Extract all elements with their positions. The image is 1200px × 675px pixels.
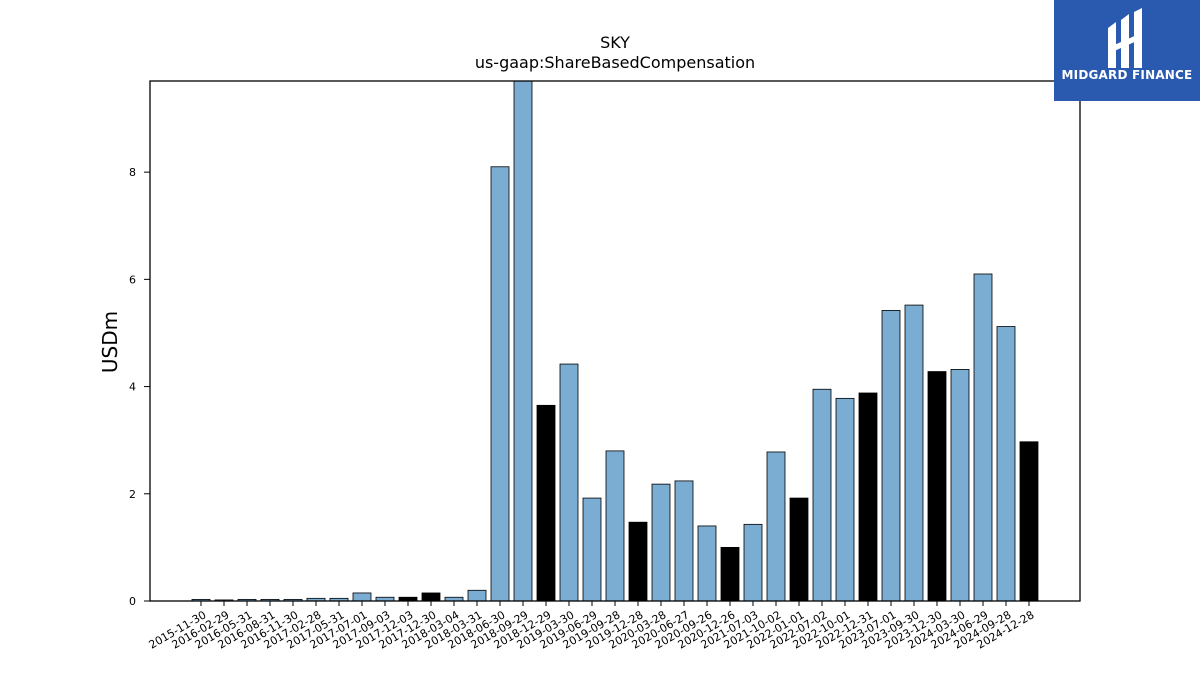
bar-2022-07-02 [812,388,832,602]
bar-2023-12-30 [927,371,947,602]
bar-2022-10-01 [835,397,855,602]
bar-2022-12-31 [858,392,878,602]
y-tick-label: 2 [129,488,136,501]
bar-2020-03-28 [651,483,671,602]
y-tick-label: 8 [129,166,136,179]
bar-2024-06-29 [973,273,993,602]
bar-2021-07-03 [743,523,763,602]
bar-2018-06-30 [490,166,510,602]
logo-text: MIDGARD FINANCE [1061,68,1193,82]
bar-2022-01-01 [789,497,809,602]
bar-2019-09-28 [605,450,625,602]
y-tick-label: 0 [129,595,136,608]
chart-title: SKY [600,33,630,52]
chart-subtitle: us-gaap:ShareBasedCompensation [475,53,755,72]
bar-2018-12-29 [536,404,556,602]
bar-2017-07-01 [352,592,372,602]
y-tick-label: 4 [129,381,136,394]
bar-2024-03-30 [950,369,970,602]
bar-2017-12-30 [421,592,441,602]
bar-2024-12-28 [1019,441,1039,602]
bar-2020-09-26 [697,525,717,602]
bars-group [191,80,1039,602]
y-axis-ticks: 0 2 4 6 8 [129,166,150,608]
y-axis-label: USDm [98,311,122,373]
bar-2023-09-30 [904,304,924,602]
brand-logo: MIDGARD FINANCE [1054,0,1200,101]
y-tick-label: 6 [129,273,136,286]
bar-2018-09-29 [513,80,533,602]
bar-2020-06-27 [674,480,694,602]
bar-2021-10-02 [766,451,786,602]
bar-2019-03-30 [559,363,579,602]
plot-frame [149,80,1081,602]
bar-2020-12-26 [720,546,740,602]
bar-2023-07-01 [881,310,901,602]
x-axis-ticks: 2015-11-302016-02-292016-05-312016-08-31… [147,601,1037,652]
bar-2018-03-31 [467,589,487,602]
bar-2024-09-28 [996,326,1016,602]
bar-2019-12-28 [628,521,648,602]
midgard-logo-icon [1108,8,1142,68]
bar-2019-06-29 [582,497,602,602]
